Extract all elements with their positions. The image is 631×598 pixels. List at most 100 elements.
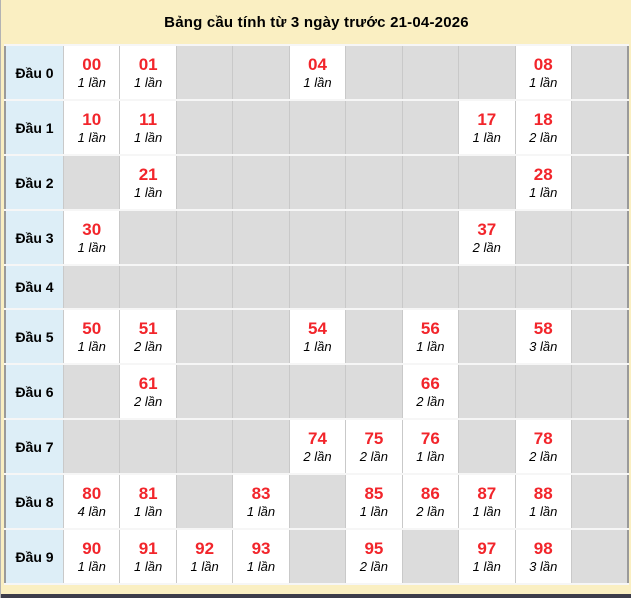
number-cell: 61 2 lần (119, 363, 177, 420)
table-row: Đầu 8 80 4 lần 81 1 lần 83 1 lần 85 1 lần 86 2 lần… (4, 473, 629, 530)
occurrence-count: 1 lần (246, 559, 276, 574)
occurrence-count: 2 lần (134, 339, 163, 354)
lottery-number: 86 (420, 483, 440, 503)
number-cell: 30 1 lần (62, 209, 121, 266)
number-cell: 21 1 lần (119, 154, 177, 211)
empty-cell (232, 264, 290, 310)
table-row: Đầu 6 61 2 lần 66 2 lần (4, 363, 629, 420)
occurrence-count: 2 lần (529, 449, 558, 464)
number-cell: 90 1 lần (62, 528, 121, 585)
number-cell: 01 1 lần (119, 44, 177, 101)
empty-cell (570, 473, 629, 530)
occurrence-count: 1 lần (77, 240, 106, 255)
table-row: Đầu 0 00 1 lần 01 1 lần 04 1 lần 08 1 lần (4, 44, 629, 101)
number-cell: 98 3 lần (514, 528, 572, 585)
table-row: Đầu 2 21 1 lần 28 1 lần (4, 154, 629, 211)
lottery-number: 37 (477, 219, 497, 239)
number-cell: 93 1 lần (232, 528, 290, 585)
number-cell: 56 1 lần (401, 308, 460, 365)
lottery-number: 76 (420, 428, 440, 448)
occurrence-count: 3 lần (529, 339, 558, 354)
empty-cell (458, 44, 516, 101)
number-cell: 91 1 lần (119, 528, 177, 585)
number-cell: 92 1 lần (175, 528, 234, 585)
number-cell: 86 2 lần (401, 473, 460, 530)
row-header-dau-2: Đầu 2 (4, 154, 64, 211)
number-cell: 04 1 lần (288, 44, 347, 101)
empty-cell (401, 44, 460, 101)
number-cell: 87 1 lần (458, 473, 516, 530)
number-cell: 74 2 lần (288, 418, 347, 475)
table-row: Đầu 1 10 1 lần 11 1 lần 17 1 lần 18 2 lần (4, 99, 629, 156)
lottery-number: 80 (82, 483, 102, 503)
occurrence-count: 1 lần (416, 339, 445, 354)
empty-cell (232, 99, 290, 156)
empty-cell (570, 44, 629, 101)
lottery-number: 56 (420, 318, 440, 338)
lottery-number: 18 (533, 109, 553, 129)
occurrence-count: 1 lần (77, 559, 106, 574)
empty-cell (175, 473, 234, 530)
number-cell: 18 2 lần (514, 99, 572, 156)
empty-cell (345, 363, 403, 420)
lottery-number: 58 (533, 318, 553, 338)
empty-cell (570, 154, 629, 211)
occurrence-count: 2 lần (359, 559, 388, 574)
number-cell: 00 1 lần (62, 44, 121, 101)
row-header-dau-1: Đầu 1 (4, 99, 64, 156)
empty-cell (458, 154, 516, 211)
empty-cell (514, 363, 572, 420)
occurrence-count: 2 lần (303, 449, 332, 464)
lottery-number: 78 (533, 428, 553, 448)
occurrence-count: 2 lần (416, 394, 445, 409)
empty-cell (62, 154, 121, 211)
occurrence-count: 1 lần (77, 339, 106, 354)
empty-cell (345, 209, 403, 266)
empty-cell (119, 209, 177, 266)
lottery-number: 75 (364, 428, 384, 448)
lottery-number: 21 (138, 164, 158, 184)
number-cell: 28 1 lần (514, 154, 572, 211)
number-cell: 97 1 lần (458, 528, 516, 585)
empty-cell (570, 99, 629, 156)
occurrence-count: 1 lần (134, 504, 163, 519)
number-cell: 78 2 lần (514, 418, 572, 475)
number-cell: 51 2 lần (119, 308, 177, 365)
occurrence-count: 2 lần (529, 130, 558, 145)
lottery-number: 91 (138, 538, 158, 558)
lottery-number: 92 (195, 538, 215, 558)
number-cell: 10 1 lần (62, 99, 121, 156)
lottery-number: 61 (138, 373, 158, 393)
row-header-dau-5: Đầu 5 (4, 308, 64, 365)
empty-cell (62, 418, 121, 475)
table-row: Đầu 5 50 1 lần 51 2 lần 54 1 lần 56 1 lần 58 3 lần (4, 308, 629, 365)
empty-cell (288, 528, 347, 585)
empty-cell (514, 209, 572, 266)
number-cell: 80 4 lần (62, 473, 121, 530)
lottery-number: 85 (364, 483, 384, 503)
empty-cell (62, 264, 121, 310)
empty-cell (458, 264, 516, 310)
empty-cell (232, 363, 290, 420)
empty-cell (175, 99, 234, 156)
row-header-dau-8: Đầu 8 (4, 473, 64, 530)
empty-cell (175, 308, 234, 365)
number-cell: 08 1 lần (514, 44, 572, 101)
empty-cell (288, 99, 347, 156)
empty-cell (401, 264, 460, 310)
lottery-number: 11 (139, 109, 158, 129)
empty-cell (175, 363, 234, 420)
empty-cell (175, 154, 234, 211)
row-header-dau-9: Đầu 9 (4, 528, 64, 585)
empty-cell (401, 99, 460, 156)
occurrence-count: 3 lần (529, 559, 558, 574)
lottery-number: 83 (251, 483, 271, 503)
empty-cell (232, 154, 290, 211)
lottery-number: 00 (82, 54, 102, 74)
occurrence-count: 1 lần (529, 185, 558, 200)
empty-cell (401, 209, 460, 266)
number-cell: 11 1 lần (119, 99, 177, 156)
table-row: Đầu 9 90 1 lần 91 1 lần 92 1 lần 93 1 lần 95 2 lần… (4, 528, 629, 585)
lottery-number: 90 (82, 538, 102, 558)
